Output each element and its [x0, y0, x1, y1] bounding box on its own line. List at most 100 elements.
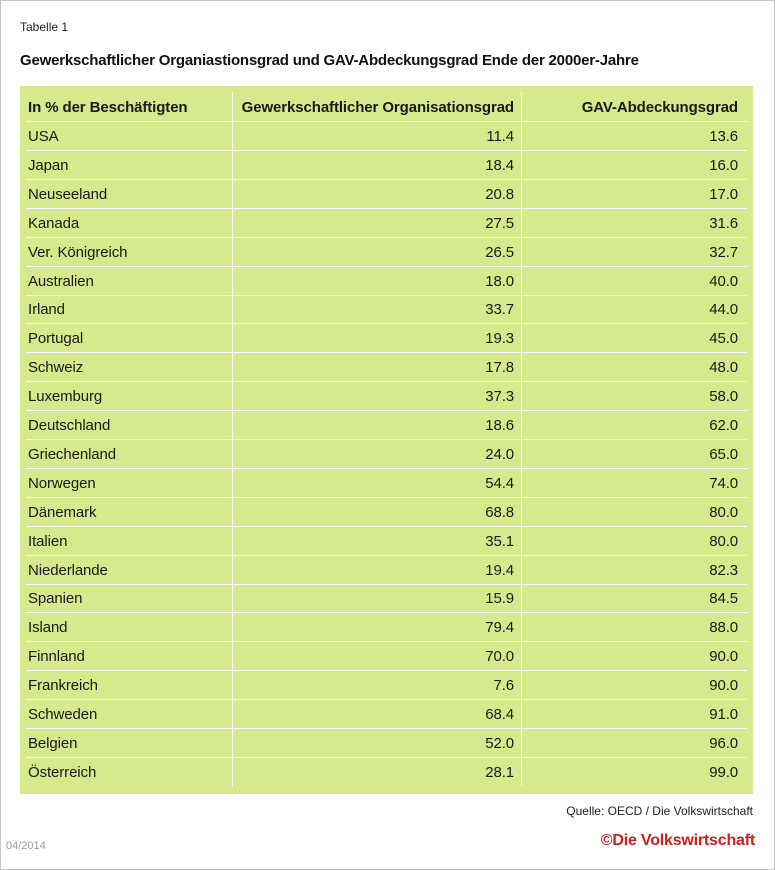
table-row: Norwegen 54.4 74.0	[20, 470, 753, 498]
column-header-organisationsgrad: Gewerkschaftlicher Organisationsgrad	[241, 99, 514, 116]
row-separator	[26, 323, 747, 325]
row-separator	[26, 178, 747, 180]
cell-organisationsgrad: 20.8	[485, 185, 514, 203]
publisher-brand: ©Die Volkswirtschaft	[600, 832, 755, 849]
cell-gav-abdeckungsgrad: 74.0	[709, 474, 738, 492]
source-note: Quelle: OECD / Die Volkswirtschaft	[566, 804, 753, 818]
cell-gav-abdeckungsgrad: 96.0	[709, 734, 738, 752]
cell-gav-abdeckungsgrad: 91.0	[709, 706, 738, 723]
cell-gav-abdeckungsgrad: 58.0	[709, 388, 738, 406]
cell-country: Schweiz	[28, 359, 84, 377]
row-separator	[26, 381, 747, 383]
cell-country: Japan	[28, 156, 69, 174]
cell-country: Australien	[28, 272, 94, 290]
cell-organisationsgrad: 18.4	[485, 156, 514, 174]
cell-gav-abdeckungsgrad: 88.0	[709, 619, 738, 637]
row-separator	[26, 641, 747, 643]
cell-gav-abdeckungsgrad: 44.0	[709, 301, 738, 319]
cell-organisationsgrad: 79.4	[485, 619, 514, 637]
cell-gav-abdeckungsgrad: 80.0	[709, 503, 738, 521]
table-row: Finnland 70.0 90.0	[20, 643, 753, 672]
cell-country: USA	[28, 128, 59, 145]
table-row: Kanada 27.5 31.6	[20, 210, 753, 238]
table-row: Island 79.4 88.0	[20, 614, 753, 643]
cell-gav-abdeckungsgrad: 17.0	[709, 185, 738, 203]
column-header-gav-abdeckungsgrad: GAV-Abdeckungsgrad	[581, 99, 738, 116]
table-header-row: In % der Beschäftigten Gewerkschaftliche…	[20, 94, 753, 122]
table-title: Gewerkschaftlicher Organiastionsgrad und…	[20, 52, 639, 69]
row-separator	[26, 670, 747, 672]
cell-gav-abdeckungsgrad: 82.3	[709, 561, 738, 579]
table-row: Luxemburg 37.3 58.0	[20, 383, 753, 412]
row-separator	[26, 439, 747, 440]
cell-gav-abdeckungsgrad: 31.6	[709, 214, 738, 232]
cell-country: Kanada	[28, 214, 80, 232]
cell-gav-abdeckungsgrad: 90.0	[709, 677, 738, 695]
cell-country: Griechenland	[28, 445, 117, 463]
table-row: Ver. Königreich 26.5 32.7	[20, 239, 753, 267]
table-row: Portugal 19.3 45.0	[20, 325, 753, 354]
row-separator	[26, 121, 747, 122]
row-separator	[26, 467, 747, 469]
table-row: Neuseeland 20.8 17.0	[20, 181, 753, 209]
row-separator	[26, 236, 747, 238]
data-table: In % der Beschäftigten Gewerkschaftliche…	[20, 86, 753, 794]
table-row: USA 11.4 13.6	[20, 123, 753, 151]
cell-gav-abdeckungsgrad: 65.0	[709, 445, 738, 463]
row-separator	[26, 728, 747, 729]
table-row: Irland 33.7 44.0	[20, 296, 753, 325]
cell-country: Island	[28, 619, 68, 637]
cell-organisationsgrad: 11.4	[486, 128, 514, 145]
cell-country: Portugal	[28, 330, 84, 348]
cell-gav-abdeckungsgrad: 13.6	[709, 128, 738, 145]
row-separator	[26, 496, 747, 498]
table-row: Japan 18.4 16.0	[20, 152, 753, 180]
cell-country: Spanien	[28, 590, 83, 608]
cell-country: Österreich	[28, 763, 97, 781]
row-separator	[26, 265, 747, 267]
row-separator	[26, 756, 747, 758]
cell-country: Ver. Königreich	[28, 243, 128, 261]
cell-country: Irland	[28, 301, 65, 319]
table-row: Australien 18.0 40.0	[20, 268, 753, 296]
issue-date: 04/2014	[6, 840, 46, 852]
cell-organisationsgrad: 19.3	[485, 330, 514, 348]
table-row: Italien 35.1 80.0	[20, 528, 753, 556]
cell-organisationsgrad: 26.5	[485, 243, 514, 261]
table-row: Österreich 28.1 99.0	[20, 759, 753, 787]
cell-organisationsgrad: 18.0	[485, 272, 514, 290]
cell-organisationsgrad: 70.0	[485, 648, 514, 666]
cell-gav-abdeckungsgrad: 48.0	[709, 359, 738, 377]
cell-organisationsgrad: 37.3	[485, 388, 514, 406]
table-row: Deutschland 18.6 62.0	[20, 412, 753, 440]
cell-organisationsgrad: 52.0	[485, 734, 514, 752]
cell-gav-abdeckungsgrad: 80.0	[709, 532, 738, 550]
row-separator	[26, 554, 747, 556]
cell-country: Schweden	[28, 706, 98, 723]
table-row: Belgien 52.0 96.0	[20, 730, 753, 758]
table-row: Schweiz 17.8 48.0	[20, 354, 753, 383]
cell-organisationsgrad: 15.9	[485, 590, 514, 608]
cell-organisationsgrad: 27.5	[485, 214, 514, 232]
table-row: Spanien 15.9 84.5	[20, 585, 753, 614]
cell-organisationsgrad: 7.6	[493, 677, 514, 695]
table-row: Dänemark 68.8 80.0	[20, 499, 753, 527]
cell-organisationsgrad: 68.8	[485, 503, 514, 521]
cell-organisationsgrad: 19.4	[485, 561, 514, 579]
table-label: Tabelle 1	[20, 20, 69, 34]
cell-country: Italien	[28, 532, 68, 550]
row-separator	[26, 410, 747, 412]
table-row: Griechenland 24.0 65.0	[20, 441, 753, 469]
table-row: Schweden 68.4 91.0	[20, 701, 753, 729]
cell-country: Luxemburg	[28, 388, 103, 406]
cell-country: Norwegen	[28, 474, 96, 492]
cell-gav-abdeckungsgrad: 99.0	[709, 763, 738, 781]
cell-organisationsgrad: 54.4	[485, 474, 514, 492]
cell-gav-abdeckungsgrad: 16.0	[709, 156, 738, 174]
table-row: Niederlande 19.4 82.3	[20, 557, 753, 585]
row-separator	[26, 352, 747, 354]
cell-country: Deutschland	[28, 417, 111, 434]
cell-gav-abdeckungsgrad: 62.0	[709, 417, 738, 434]
row-separator	[26, 612, 747, 614]
row-separator	[26, 699, 747, 701]
